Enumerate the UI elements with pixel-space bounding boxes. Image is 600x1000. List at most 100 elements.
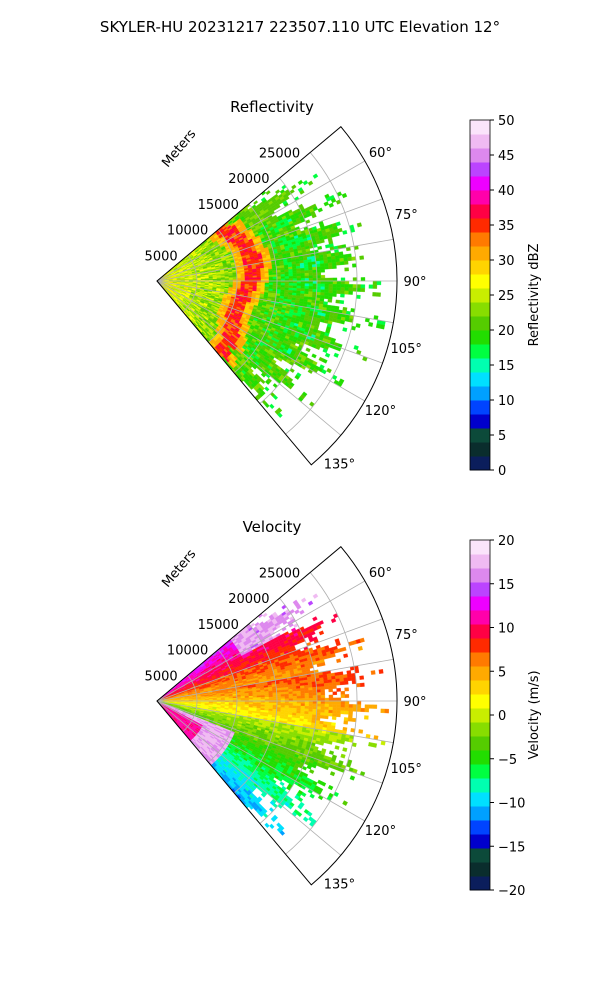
- echo-cell: [336, 283, 342, 288]
- echo-cell: [335, 258, 341, 263]
- colorbar-segment: [470, 204, 490, 219]
- echo-cell: [304, 267, 309, 271]
- echo-cell: [312, 266, 317, 271]
- echo-cell: [340, 280, 346, 285]
- echo-cell: [274, 189, 281, 195]
- echo-cell: [272, 274, 278, 278]
- echo-cell: [272, 284, 278, 288]
- echo-cell: [316, 283, 322, 287]
- echo-cell: [256, 282, 262, 285]
- azimuth-tick-label: 90°: [403, 275, 426, 290]
- echo-cell: [348, 287, 354, 292]
- echo-cell: [316, 292, 321, 296]
- echo-cell: [304, 288, 309, 292]
- echo-cell: [344, 290, 349, 295]
- echo-cell: [356, 294, 361, 299]
- echo-cell: [341, 192, 348, 199]
- colorbar-tick-label: 20: [498, 324, 515, 339]
- echo-cell: [320, 269, 325, 273]
- colorbar-segment: [470, 148, 490, 163]
- echo-cell: [360, 287, 366, 293]
- echo-cell: [291, 184, 297, 190]
- echo-cell: [360, 284, 366, 289]
- colorbar-segment: [470, 162, 490, 177]
- colorbar-segment: [470, 414, 490, 429]
- colorbar-segment: [470, 372, 490, 387]
- colorbar-segment: [470, 302, 490, 317]
- colorbar-segment: [470, 246, 490, 261]
- echo-cell: [300, 288, 305, 292]
- echo-cell: [331, 262, 337, 266]
- echo-cell: [344, 267, 349, 272]
- range-tick-label: 15000: [198, 198, 239, 213]
- echo-cell: [312, 283, 318, 287]
- echo-cell: [379, 324, 385, 330]
- echo-cell: [297, 179, 304, 186]
- echo-cell: [316, 280, 322, 285]
- echo-cell: [302, 180, 309, 186]
- colorbar-segment: [470, 358, 490, 373]
- echo-cell: [312, 289, 317, 293]
- echo-cell: [316, 266, 321, 270]
- echo-cell: [296, 283, 302, 287]
- echo-cell: [284, 271, 289, 275]
- echo-cell: [344, 284, 350, 288]
- colorbar-segment: [470, 400, 490, 415]
- echo-cell: [280, 285, 286, 288]
- echo-cell: [288, 276, 294, 279]
- echo-cell: [346, 253, 352, 258]
- echo-cell: [327, 259, 333, 264]
- echo-cell: [337, 227, 343, 233]
- echo-cell: [352, 284, 358, 289]
- echo-cell: [325, 244, 330, 249]
- echo-cell: [264, 274, 270, 278]
- echo-cell: [240, 277, 246, 280]
- echo-cell: [308, 291, 313, 295]
- echo-cell: [248, 275, 254, 278]
- echo-cell: [288, 273, 294, 277]
- echo-cell: [320, 266, 325, 270]
- echo-cell: [323, 262, 329, 267]
- colorbar-segment: [470, 330, 490, 345]
- echo-cell: [264, 276, 270, 280]
- echo-cell: [316, 275, 322, 279]
- echo-cell: [288, 287, 293, 291]
- echo-cell: [339, 254, 344, 259]
- echo-cell: [331, 258, 337, 263]
- echo-cell: [312, 280, 318, 284]
- echo-cell: [331, 374, 338, 381]
- echo-cell: [308, 267, 313, 271]
- echo-cell: [269, 403, 275, 410]
- echo-cell: [284, 273, 290, 277]
- colorbar-segment: [470, 120, 490, 135]
- echo-cell: [327, 298, 333, 303]
- echo-cell: [320, 292, 325, 296]
- echo-cell: [288, 283, 294, 286]
- echo-cell: [340, 277, 346, 282]
- echo-cell: [323, 259, 329, 264]
- echo-cell: [264, 282, 270, 286]
- echo-cell: [328, 265, 333, 270]
- echo-cell: [296, 288, 301, 292]
- colorbar-tick-label: 25: [498, 289, 515, 304]
- echo-cell: [332, 293, 337, 297]
- echo-cell: [317, 207, 323, 213]
- echo-cell: [348, 290, 353, 295]
- colorbar-segment: [470, 316, 490, 331]
- colorbar-segment: [470, 288, 490, 303]
- echo-cell: [353, 345, 359, 351]
- echo-cell: [340, 290, 345, 295]
- echo-cell: [333, 352, 339, 358]
- colorbar-tick-label: 15: [498, 359, 515, 374]
- echo-cell: [308, 283, 314, 287]
- echo-cell: [320, 286, 326, 290]
- echo-cell: [260, 275, 266, 278]
- echo-cell: [244, 277, 250, 280]
- colorbar-tick-label: 10: [498, 394, 515, 409]
- colorbar-segment: [470, 456, 490, 471]
- echo-cell: [276, 274, 282, 277]
- azimuth-tick-label: 120°: [365, 404, 396, 419]
- echo-cell: [308, 269, 313, 274]
- echo-cell: [328, 286, 334, 291]
